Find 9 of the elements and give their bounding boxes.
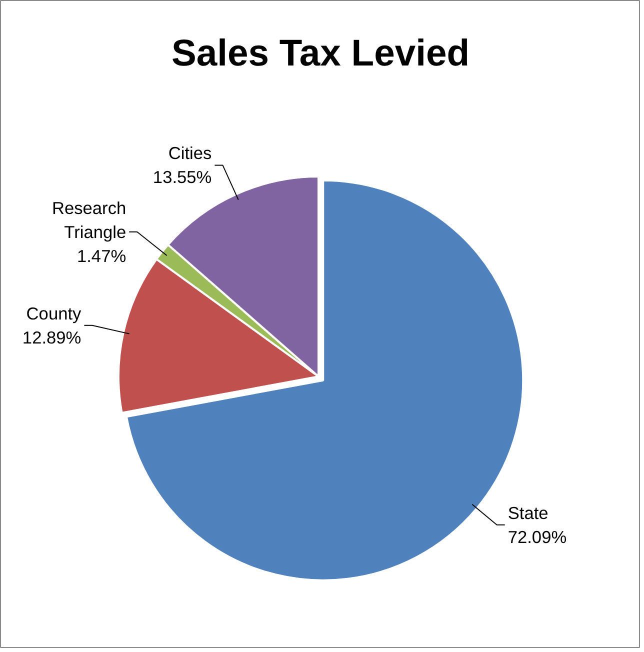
slice-label: Cities: [168, 143, 212, 164]
data-label: 13.55%: [152, 167, 212, 188]
slice-label: County: [26, 303, 82, 324]
data-label: 72.09%: [508, 526, 567, 547]
data-label: 12.89%: [22, 327, 82, 348]
slice-label: State: [508, 502, 548, 523]
slice-label: Research Triangle: [52, 198, 126, 242]
chart-title: Sales Tax Levied: [171, 32, 470, 74]
data-label: 1.47%: [76, 246, 126, 266]
